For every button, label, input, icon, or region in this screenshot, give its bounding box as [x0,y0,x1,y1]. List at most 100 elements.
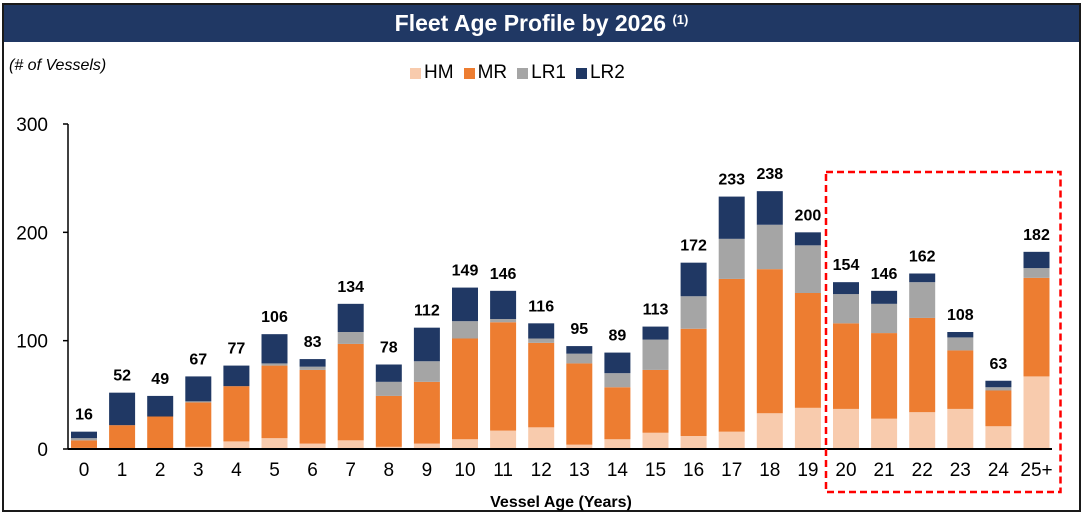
x-tick-label: 2 [155,460,166,481]
bar-segment-hm [375,446,402,449]
x-tick-label: 12 [531,460,552,481]
bar-segment-hm [642,432,669,449]
x-tick-label: 20 [835,460,856,481]
bar-segment-lr1 [261,363,288,366]
bar-segment-lr1 [566,353,593,364]
bar-total-label: 146 [490,266,517,283]
bar-total-label: 83 [304,334,322,351]
x-tick-label: 7 [345,460,356,481]
bar-segment-hm [794,407,821,449]
bar-total-label: 154 [833,257,860,274]
bar-segment-lr2 [375,364,402,382]
x-tick-label: 4 [231,460,242,481]
bar-total-label: 238 [756,166,783,183]
bar-segment-lr2 [261,334,288,364]
bar-total-label: 106 [261,309,288,326]
bar-total-label: 146 [871,266,898,283]
legend-label: LR1 [531,62,566,83]
x-tick-label: 0 [79,460,90,481]
bar-segment-mr [794,293,821,408]
bar-segment-lr2 [718,196,745,239]
bar-segment-lr2 [833,282,859,295]
bar-segment-lr2 [871,290,898,304]
legend-label: LR2 [589,62,625,83]
x-tick-label: 25+ [1020,460,1052,481]
bar-segment-lr1 [794,245,821,293]
bar-segment-mr [452,338,478,440]
bar-total-label: 95 [570,321,588,338]
bar-segment-lr2 [413,327,440,362]
bar-segment-mr [1023,277,1050,377]
bar-segment-lr1 [604,373,631,388]
bar-segment-mr [871,333,898,419]
bar-segment-lr1 [871,303,898,334]
bar-segment-mr [833,323,859,409]
bar-segment-mr [375,395,402,447]
bar-segment-hm [261,438,288,449]
bar-segment-hm [718,431,745,449]
x-tick-label: 21 [874,460,895,481]
x-tick-label: 24 [988,460,1010,481]
bar-segment-mr [947,350,974,409]
bar-segment-lr2 [109,392,136,426]
bar-segment-mr [604,387,631,440]
bar-segment-mr [718,278,745,432]
bar-segment-mr [337,343,364,441]
legend-item-lr1: LR1 [517,62,566,84]
bar-segment-hm [566,444,593,449]
x-tick-label: 15 [645,460,666,481]
bar-segment-lr1 [413,361,440,382]
bar-segment-lr2 [337,303,364,332]
bar-segment-hm [756,413,783,449]
bar-segment-mr [909,317,936,413]
bar-segment-mr [985,390,1012,427]
bar-segment-lr1 [452,321,478,339]
bar-total-label: 16 [75,407,93,424]
bar-segment-lr2 [490,290,517,319]
bar-segment-lr2 [185,376,212,402]
bar-segment-lr1 [337,332,364,344]
highlight-box [824,170,1062,494]
bar-total-label: 233 [718,172,745,189]
bar-segment-lr1 [909,282,936,318]
y-tick-label: 300 [16,115,48,136]
x-tick-label: 6 [307,460,318,481]
bar-total-label: 113 [643,302,669,319]
bar-segment-lr1 [947,337,974,351]
legend-label: MR [477,62,508,83]
bar-total-label: 172 [680,238,707,255]
bar-segment-lr2 [756,191,783,225]
x-tick-label: 1 [117,460,128,481]
bar-segment-hm [909,412,936,449]
bar-segment-mr [109,425,136,449]
bar-segment-mr [680,328,707,436]
bar-segment-lr1 [985,387,1012,391]
bar-segment-lr1 [718,238,745,279]
bar-segment-lr1 [490,319,517,323]
bar-segment-mr [490,322,517,431]
x-tick-label: 8 [384,460,395,481]
x-tick-label: 17 [721,460,742,481]
bar-segment-lr2 [947,332,974,338]
bar-total-label: 63 [990,356,1008,373]
bar-segment-lr2 [604,352,631,374]
bar-segment-mr [528,342,555,428]
bar-segment-mr [185,402,212,447]
bar-total-label: 52 [113,368,131,385]
bar-segment-mr [147,416,174,449]
bar-segment-mr [299,369,326,444]
bar-total-label: 134 [337,279,364,296]
bar-total-label: 162 [909,249,936,266]
bar-total-label: 182 [1023,227,1050,244]
bar-segment-lr1 [375,381,402,396]
x-tick-label: 10 [454,460,475,481]
bar-total-label: 112 [414,303,440,320]
x-axis-title: Vessel Age (Years) [490,494,632,511]
x-tick-label: 18 [759,460,780,481]
x-tick-label: 11 [493,460,513,481]
bar-segment-lr2 [794,232,821,246]
legend: HM MR LR1 LR2 [410,62,625,84]
bar-segment-lr1 [185,401,212,403]
bar-segment-lr1 [299,366,326,370]
legend-swatch-hm [410,67,421,79]
